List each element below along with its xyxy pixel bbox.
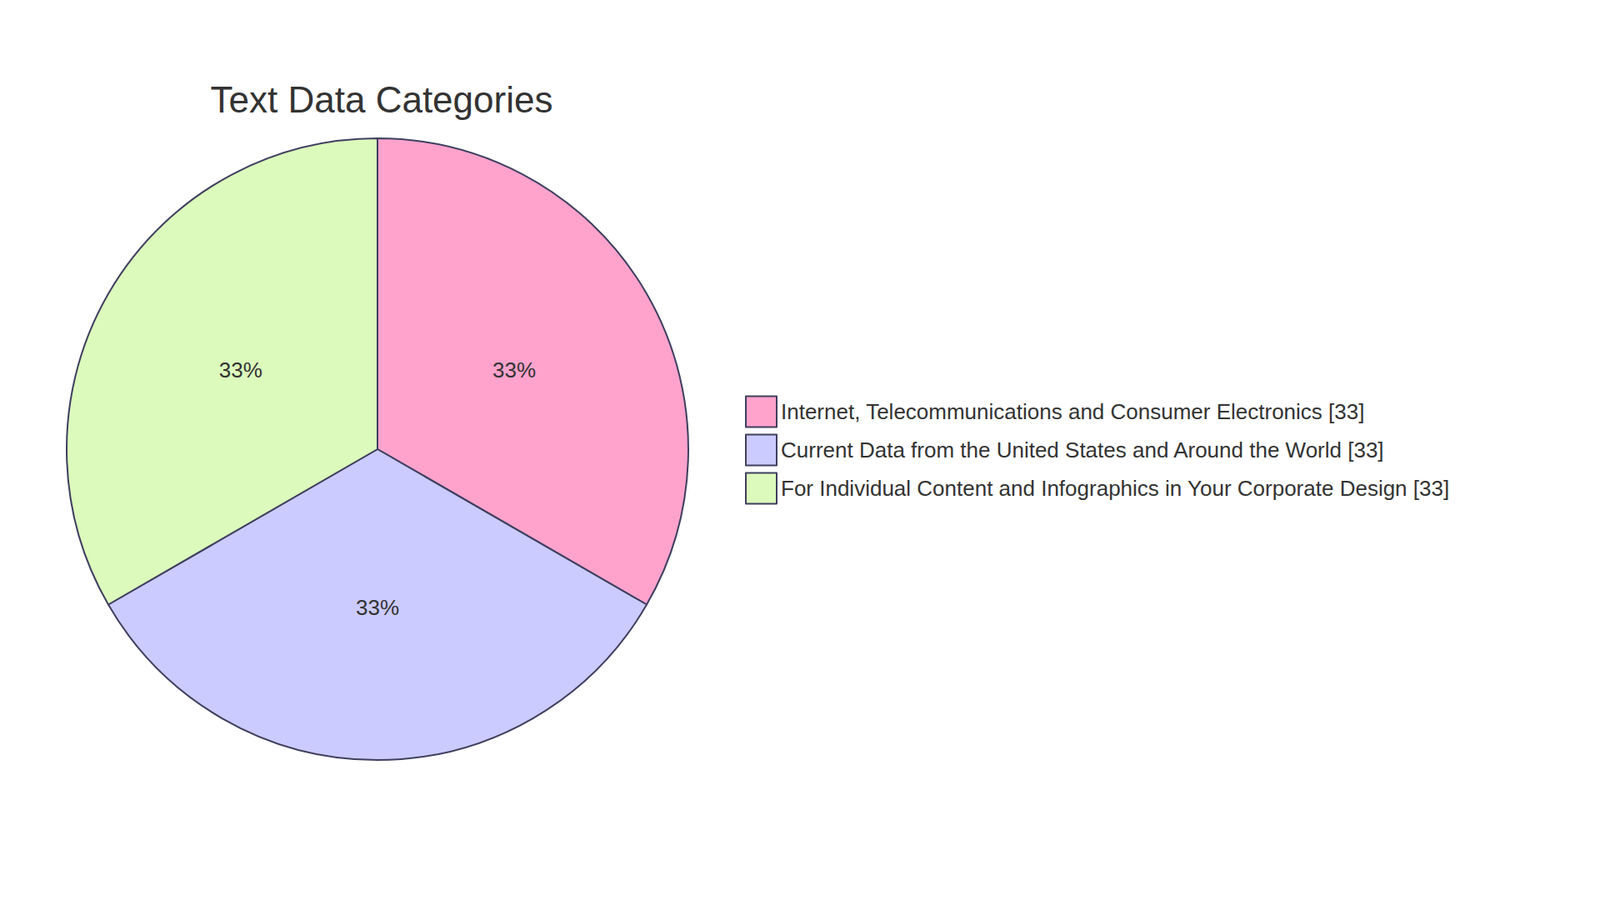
svg-text:33%: 33% <box>492 357 536 383</box>
svg-text:Text Data Categories: Text Data Categories <box>210 79 554 120</box>
svg-text:Internet, Telecommunications a: Internet, Telecommunications and Consume… <box>780 399 1365 425</box>
svg-text:Current Data from the United S: Current Data from the United States and … <box>780 437 1385 463</box>
svg-text:33%: 33% <box>355 595 400 620</box>
svg-text:33%: 33% <box>219 357 263 383</box>
svg-text:For Individual Content and Inf: For Individual Content and Infographics … <box>780 475 1450 501</box>
